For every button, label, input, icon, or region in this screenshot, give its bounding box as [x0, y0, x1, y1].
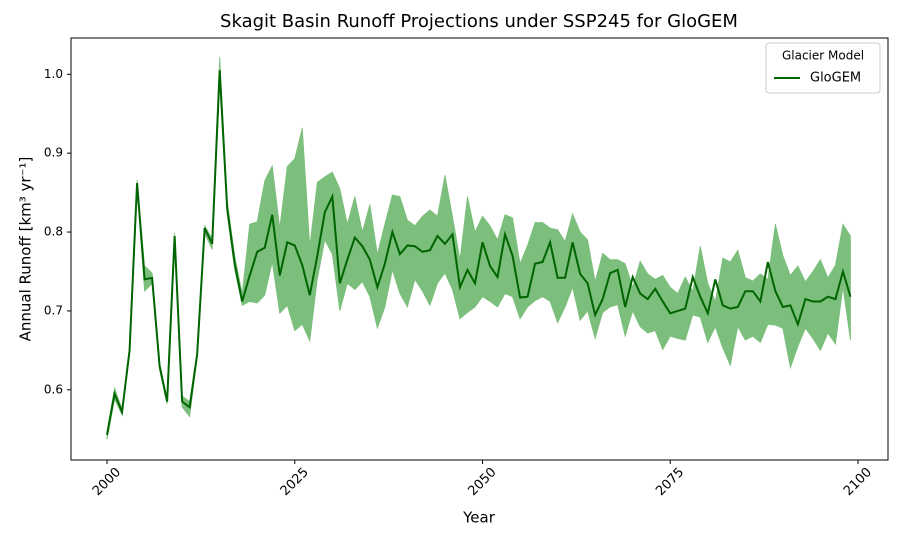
chart-title: Skagit Basin Runoff Projections under SS… [220, 11, 738, 32]
legend-box [765, 42, 881, 94]
uncertainty-band [106, 56, 851, 440]
legend-label: GloGEM [810, 71, 861, 86]
legend-title: Glacier Model [782, 49, 864, 63]
y-tick-label: 0.8 [44, 225, 63, 239]
x-axis-label: Year [462, 509, 496, 527]
y-tick-label: 0.7 [44, 303, 63, 317]
y-tick-label: 0.6 [44, 382, 63, 396]
y-tick-label: 0.9 [44, 146, 63, 160]
plot-frame [70, 37, 889, 461]
legend: Glacier Model GloGEM [765, 42, 881, 94]
y-tick-label: 1.0 [44, 67, 63, 81]
y-axis-label: Annual Runoff [km³ yr⁻¹] [17, 157, 35, 342]
line [106, 70, 852, 435]
